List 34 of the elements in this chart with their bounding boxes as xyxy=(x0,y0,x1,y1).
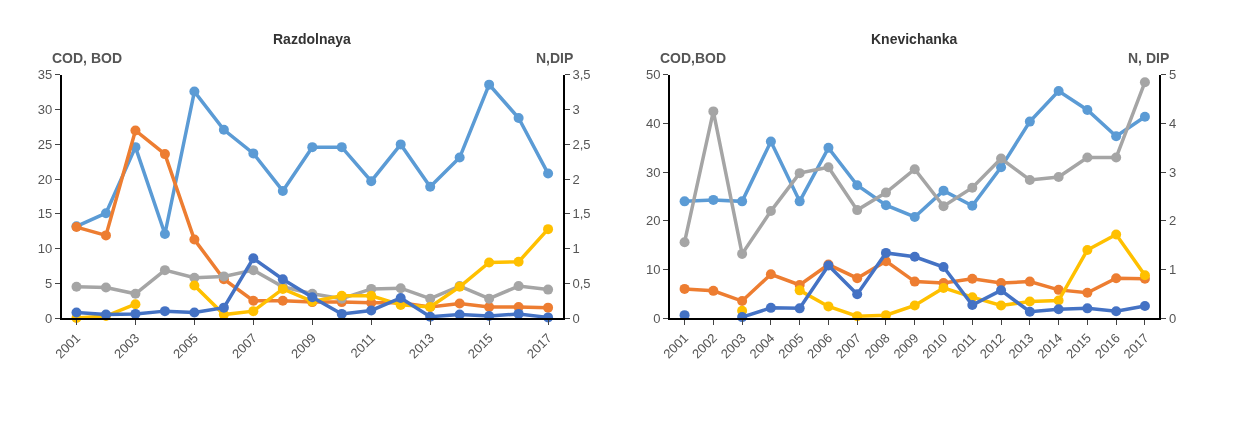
y2-tick-label: 0,5 xyxy=(572,275,591,291)
y-tick-label: 10 xyxy=(646,261,661,277)
y-tick-label: 20 xyxy=(646,213,661,229)
y2-tick-label: 5 xyxy=(1168,67,1177,83)
y2-tick-label: 3 xyxy=(572,102,580,118)
y-tick-label: 40 xyxy=(646,116,661,132)
y-tick-label: 35 xyxy=(37,67,53,83)
y2-tick-label: 2 xyxy=(572,171,580,187)
y2-tick-label: 4 xyxy=(1168,116,1177,132)
y-tick-label: 30 xyxy=(37,102,53,118)
y-tick-label: 30 xyxy=(646,164,661,180)
chart-title: Razdolnaya xyxy=(273,31,352,47)
y-tick-label: 15 xyxy=(37,206,53,222)
y2-tick-label: 1 xyxy=(572,241,580,257)
y-tick-label: 5 xyxy=(44,275,53,291)
y2-tick-label: 1,5 xyxy=(572,206,591,222)
y2-axis-title: N,DIP xyxy=(536,50,574,66)
chart-title: Knevichanka xyxy=(871,31,958,47)
y2-tick-label: 2 xyxy=(1168,213,1177,229)
y-tick-label: 0 xyxy=(653,310,661,326)
y2-axis-title: N, DIP xyxy=(1128,50,1170,66)
y-tick-label: 25 xyxy=(37,136,53,152)
y2-tick-label: 3,5 xyxy=(572,67,591,83)
y-axis-title: COD, BOD xyxy=(52,50,122,66)
y2-tick-label: 0 xyxy=(572,310,580,326)
y-axis-title: COD,BOD xyxy=(660,50,727,66)
y2-tick-label: 0 xyxy=(1168,310,1177,326)
y2-tick-label: 1 xyxy=(1168,261,1177,277)
y-tick-label: 0 xyxy=(44,310,53,326)
y2-tick-label: 3 xyxy=(1168,164,1177,180)
y-tick-label: 20 xyxy=(37,171,53,187)
y2-tick-label: 2,5 xyxy=(572,136,591,152)
y-tick-label: 50 xyxy=(646,67,661,83)
y-tick-label: 10 xyxy=(37,241,53,257)
